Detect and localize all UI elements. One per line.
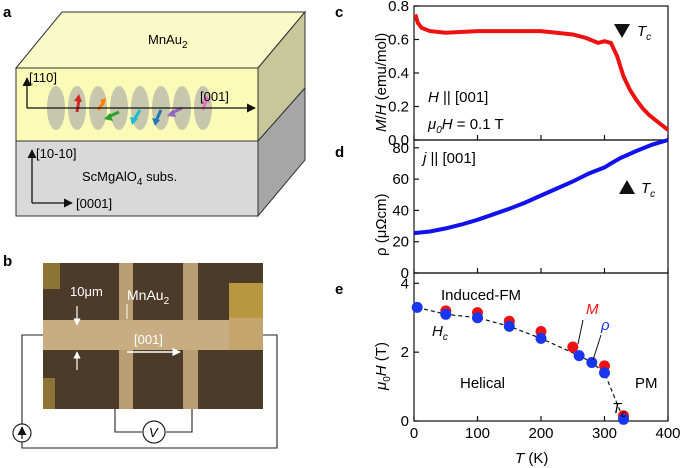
plot-e-point-rho [535,332,547,344]
film-axis-right-label: [001] [200,89,229,104]
plot-c-ytick-label: 0.0 [388,132,409,149]
plot-e-hc-label: Hc [432,323,448,343]
plot-e-point-rho [599,367,610,379]
plot-e-point-rho [618,413,629,425]
plot-e-point-rho [573,350,585,362]
plot-d-ytick-label: 0 [401,265,409,282]
voltmeter-label: V [149,425,159,440]
plot-e-xtick-label: 100 [465,425,490,442]
plot-d-tc-marker [619,180,635,194]
plot-d-ytick-label: 60 [392,171,409,188]
plot-c-annotation-2: μ0H = 0.1 T [427,116,504,136]
plot-c-ytick-label: 0.2 [388,99,409,116]
panel-e-letter: e [335,281,343,298]
spin-arrows [74,94,210,126]
plot-d-ytick-label: 80 [392,140,409,157]
panel-c: c 0.0 0.2 0.4 0.6 0.8 M/H (emu/mol) H || [00… [335,0,670,149]
plot-d-tc-label: Tc [641,180,655,200]
plot-e-point-m [567,341,579,353]
plot-e-point-rho [440,308,452,320]
substrate-label: ScMgAlO4 subs. [82,169,177,188]
plot-e-ytick-label: 2 [401,344,409,361]
plot-e-region-mid: Helical [460,375,505,392]
voltmeter-icon [142,420,166,444]
plot-d-ytick-label: 20 [392,234,409,251]
plot-e-rho-label: ρ [600,317,610,334]
plot-e-m-label: M [586,301,599,318]
panel-b-letter: b [3,253,12,270]
panel-a-letter: a [3,4,12,21]
plot-e-xlabel: T (K) [515,450,548,467]
panel-d-letter: d [335,144,344,161]
plot-e-point-rho [411,301,423,313]
panel-d: d 0 20 40 60 80 ρ (μΩcm) j || [001] Tc [335,138,669,282]
plot-e-region-top: Induced-FM [441,287,521,304]
plot-c-ytick-label: 0.8 [388,0,409,15]
plot-c-ylabel: M/H (emu/mol) [373,33,390,132]
plot-c-tc-marker [614,24,630,38]
device-direction-label: [001] [134,332,163,347]
panel-a: a MnAu2 [3,4,307,218]
plot-c-ytick-label: 0.4 [388,65,409,82]
plot-e-point-rho [503,320,515,332]
plot-e-ytick-label: 0 [401,413,409,430]
plot-e-ylabel: μ0H (T) [373,342,393,391]
scale-label: 10μm [70,284,103,299]
plot-e-tc-label: Tc [612,400,626,420]
plot-c-tc-label: Tc [637,23,651,43]
plot-c-ytick-label: 0.6 [388,32,409,49]
plot-d-ytick-label: 40 [392,202,409,219]
plot-e-point-rho [586,357,598,368]
plot-d-series [413,138,669,236]
film-axis-up-label: [110] [29,70,57,85]
panel-b: b 10μm MnAu2 [001] V [3,253,278,449]
film-label: MnAu2 [148,32,188,51]
panel-c-letter: c [335,4,343,21]
plot-e-xtick-label: 0 [410,425,418,442]
plot-c-annotation-1: H || [001] [428,89,488,106]
plot-d-ylabel: ρ (μΩcm) [373,193,390,256]
plot-e-xtick-label: 300 [592,425,617,442]
plot-c-series [413,13,670,132]
plot-e-xtick-label: 200 [528,425,553,442]
plot-d-annotation: j || [001] [421,150,476,167]
plot-e-xtick-label: 400 [655,425,680,442]
device-film-label: MnAu2 [127,287,170,307]
plot-e-ytick-label: 4 [401,275,409,292]
substrate-axis-up-label: [10-10] [36,146,76,161]
substrate-axis-right-label: [0001] [76,196,112,211]
measurement-circuit [21,334,278,449]
panel-e: e 0 2 4 0 100 200 300 400 μ0H (T) T (K) Induced… [335,272,681,467]
plot-e-point-rho [472,312,483,324]
plot-e-region-right: PM [635,375,658,392]
